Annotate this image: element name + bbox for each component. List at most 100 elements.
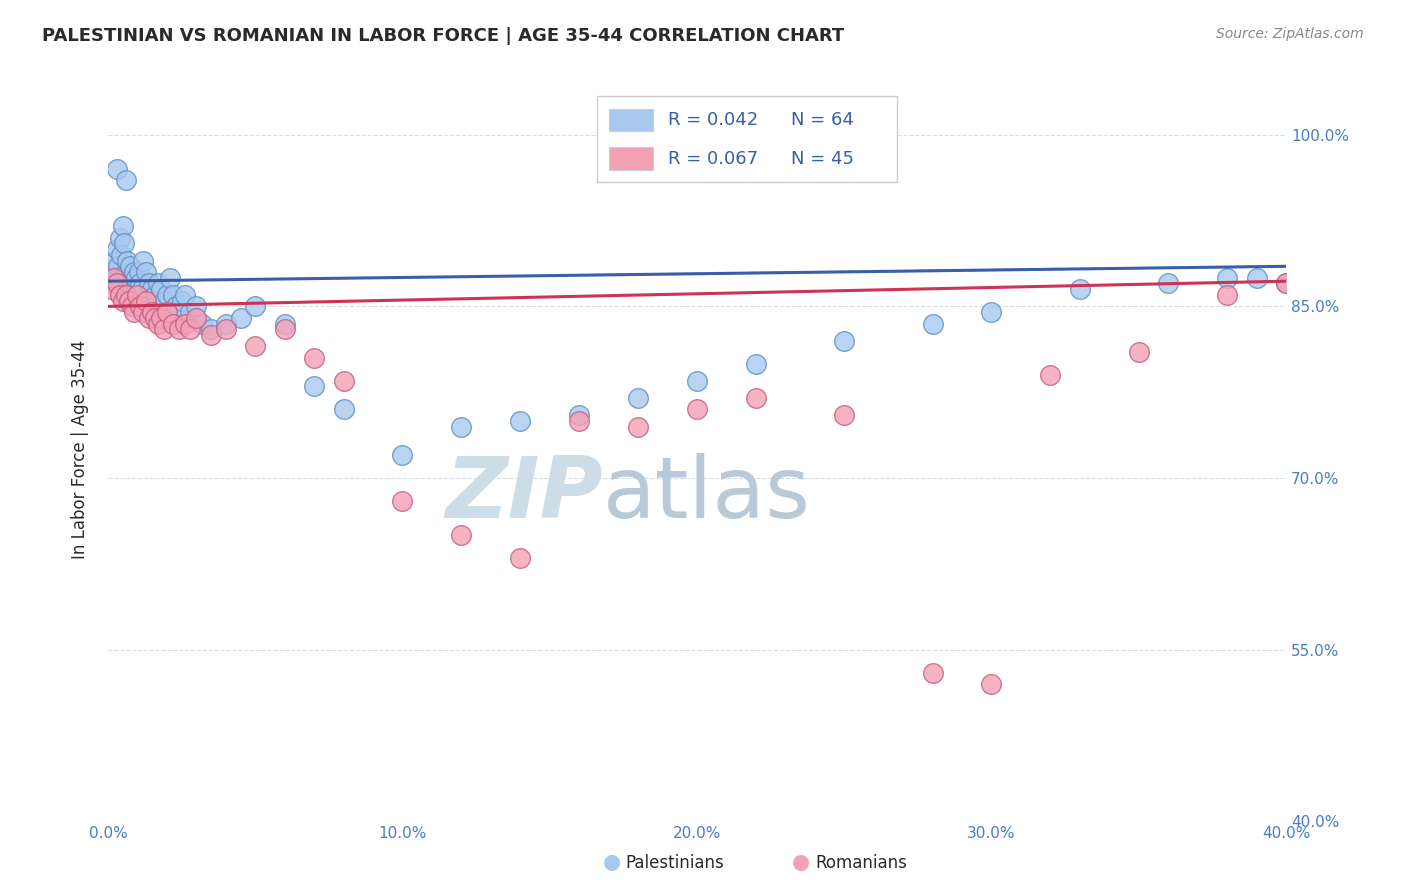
Point — [132, 305, 155, 319]
Point — [125, 270, 148, 285]
Point — [112, 236, 135, 251]
Point — [153, 322, 176, 336]
Point — [100, 277, 122, 291]
Y-axis label: In Labor Force | Age 35-44: In Labor Force | Age 35-44 — [72, 340, 89, 559]
Point — [186, 299, 208, 313]
Point — [110, 248, 132, 262]
Point — [150, 282, 173, 296]
Text: Source: ZipAtlas.com: Source: ZipAtlas.com — [1216, 27, 1364, 41]
Point — [450, 528, 472, 542]
Point — [129, 299, 152, 313]
Text: ●: ● — [603, 853, 620, 872]
Point — [105, 161, 128, 176]
Point — [686, 374, 709, 388]
Point — [108, 230, 131, 244]
Point — [114, 288, 136, 302]
Point — [921, 317, 943, 331]
Point — [1216, 270, 1239, 285]
Point — [105, 277, 128, 291]
Point — [245, 299, 267, 313]
Text: atlas: atlas — [603, 452, 811, 535]
Point — [128, 265, 150, 279]
Point — [143, 288, 166, 302]
Point — [105, 242, 128, 256]
Text: R = 0.067: R = 0.067 — [668, 150, 758, 168]
Point — [170, 293, 193, 308]
Point — [114, 265, 136, 279]
Point — [135, 265, 157, 279]
Point — [1069, 282, 1091, 296]
Point — [391, 494, 413, 508]
Point — [135, 293, 157, 308]
Point — [138, 310, 160, 325]
Point — [117, 293, 139, 308]
Point — [186, 310, 208, 325]
Point — [146, 277, 169, 291]
Point — [120, 260, 142, 274]
Point — [156, 305, 179, 319]
Point — [115, 253, 138, 268]
Point — [121, 299, 143, 313]
Point — [129, 277, 152, 291]
Text: ●: ● — [793, 853, 810, 872]
Text: ZIP: ZIP — [446, 452, 603, 535]
Point — [162, 317, 184, 331]
Point — [391, 448, 413, 462]
Point — [832, 334, 855, 348]
Point — [167, 322, 190, 336]
Point — [1128, 345, 1150, 359]
Point — [273, 322, 295, 336]
Point — [107, 260, 129, 274]
Point — [509, 551, 531, 566]
Point — [127, 288, 149, 302]
Point — [117, 277, 139, 291]
Point — [124, 265, 146, 279]
Point — [111, 293, 134, 308]
Point — [332, 374, 354, 388]
Point — [273, 317, 295, 331]
Point — [141, 305, 163, 319]
Point — [141, 282, 163, 296]
Point — [159, 270, 181, 285]
Point — [200, 328, 222, 343]
Point — [215, 317, 238, 331]
Point — [138, 277, 160, 291]
Point — [101, 265, 124, 279]
Point — [179, 305, 201, 319]
FancyBboxPatch shape — [609, 109, 654, 131]
Point — [132, 253, 155, 268]
Text: N = 45: N = 45 — [792, 150, 855, 168]
Point — [921, 665, 943, 680]
Point — [150, 310, 173, 325]
Point — [832, 408, 855, 422]
Point — [568, 408, 591, 422]
Point — [980, 305, 1002, 319]
Point — [1275, 277, 1298, 291]
Point — [173, 288, 195, 302]
Text: PALESTINIAN VS ROMANIAN IN LABOR FORCE | AGE 35-44 CORRELATION CHART: PALESTINIAN VS ROMANIAN IN LABOR FORCE |… — [42, 27, 845, 45]
Point — [1275, 277, 1298, 291]
Point — [165, 299, 187, 313]
Point — [627, 419, 650, 434]
Text: N = 64: N = 64 — [792, 111, 853, 128]
Point — [1216, 288, 1239, 302]
Point — [173, 317, 195, 331]
Point — [114, 173, 136, 187]
Point — [179, 322, 201, 336]
Point — [1039, 368, 1062, 382]
FancyBboxPatch shape — [598, 96, 897, 182]
Point — [215, 322, 238, 336]
Point — [245, 339, 267, 353]
Point — [450, 419, 472, 434]
Point — [108, 288, 131, 302]
FancyBboxPatch shape — [609, 147, 654, 169]
Point — [332, 402, 354, 417]
Point — [167, 305, 190, 319]
Point — [100, 282, 122, 296]
Point — [153, 293, 176, 308]
Point — [686, 402, 709, 417]
Point — [191, 317, 214, 331]
Point — [121, 277, 143, 291]
Point — [200, 322, 222, 336]
Point — [146, 317, 169, 331]
